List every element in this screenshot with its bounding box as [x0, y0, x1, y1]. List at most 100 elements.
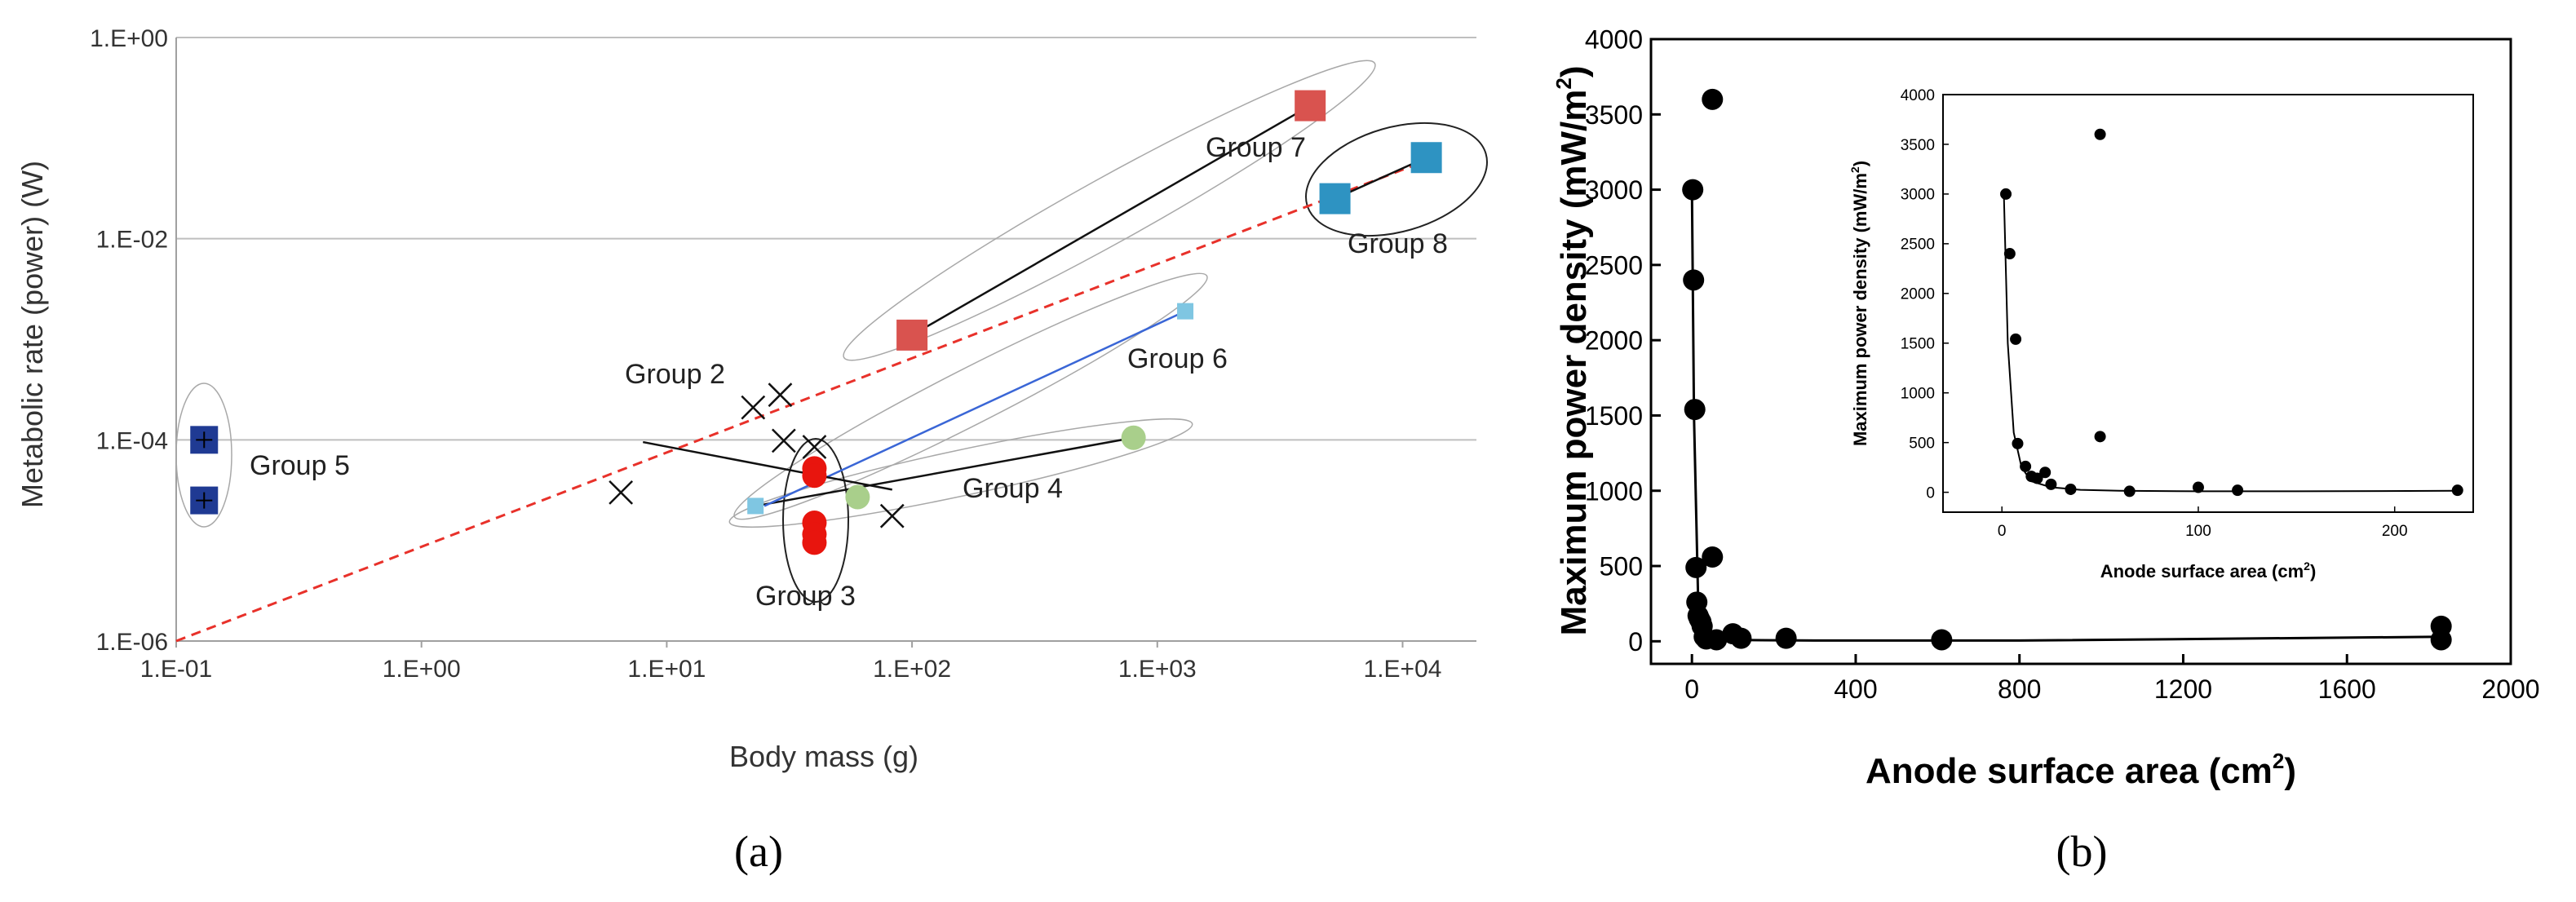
a-gridlines [176, 37, 1476, 642]
a-y-tick-label: 1.E-02 [96, 227, 168, 254]
a-group-labels: Group 7 Group 8 Group 2 Group 6 Group 5 … [250, 132, 1448, 612]
inset-point [2020, 460, 2032, 472]
inset-y-tick-label: 4000 [1901, 87, 1935, 104]
a-y-tick-label: 1.E-06 [96, 629, 168, 656]
inset-y-tick-label: 3500 [1901, 137, 1935, 154]
group3-ellipse [782, 438, 849, 603]
b-y-axis-title: Maximum power density (mW/m2) [1551, 65, 1594, 635]
b-point [1685, 556, 1707, 578]
b-plot-frame [1649, 38, 2512, 665]
b-y-tick-label: 500 [1600, 552, 1643, 581]
group8-label: Group 8 [1348, 228, 1448, 259]
b-y-tick-label: 1500 [1585, 401, 1643, 431]
b-x-tick-label: 2000 [2481, 674, 2539, 704]
inset-point [2003, 248, 2016, 260]
inset-point [2045, 478, 2057, 490]
inset-x-tick-label: 100 [2185, 523, 2211, 540]
a-x-tick-label: 1.E+03 [1118, 656, 1197, 683]
group2-point [771, 428, 796, 453]
inset-point [2012, 437, 2024, 449]
inset-y-tick-label: 2000 [1901, 286, 1935, 303]
group8-point [1319, 183, 1351, 214]
b-x-tick-label: 800 [1998, 674, 2041, 704]
b-ticks: 0 400 800 1200 1600 2000050010001500200025003… [1585, 25, 2540, 704]
inset-point [2010, 333, 2022, 345]
group6-point [747, 497, 764, 515]
group4-point [1121, 425, 1146, 450]
group2-point [768, 382, 793, 408]
group7-point [896, 319, 928, 351]
inset-y-tick-label: 1000 [1901, 386, 1935, 403]
group2-label: Group 2 [625, 359, 725, 390]
b-x-axis-title: Anode surface area (cm2) [1866, 749, 2296, 791]
a-x-tick-label: 1.E-01 [140, 656, 212, 683]
inset-point [2094, 431, 2106, 443]
group3-label: Group 3 [755, 581, 856, 612]
a-y-tick-label: 1.E-04 [96, 427, 168, 454]
b-x-tick-label: 400 [1834, 674, 1877, 704]
group4-fit-line [755, 436, 1134, 507]
group5-label: Group 5 [250, 450, 350, 481]
b-y-tick-label: 2000 [1585, 326, 1643, 356]
inset-point [2031, 472, 2043, 484]
b-point [1682, 179, 1704, 201]
b-point [1931, 629, 1953, 651]
b-y-tick-label: 2500 [1585, 250, 1643, 280]
group6-label: Group 6 [1127, 343, 1228, 374]
inset-point [2039, 466, 2052, 479]
inset-y-tick-label: 500 [1909, 436, 1935, 453]
group7-point [1295, 90, 1326, 122]
inset-y-tick-label: 0 [1926, 484, 1935, 502]
inset-point [2094, 128, 2106, 140]
group7-fit-line [911, 104, 1311, 336]
a-x-tick-label: 1.E+02 [873, 656, 951, 683]
b-point [1702, 546, 1724, 568]
group2-point [879, 503, 905, 528]
a-y-axis-title: Metabolic rate (power) (W) [15, 161, 49, 508]
a-data-points [190, 90, 1442, 555]
group3-point [802, 463, 827, 489]
a-reference-line [175, 164, 1414, 643]
inset-point [2451, 484, 2463, 497]
group4-ellipse [728, 418, 1193, 528]
b-y-tick-label: 0 [1628, 627, 1643, 657]
b-x-tick-label: 1200 [2154, 674, 2212, 704]
group7-label: Group 7 [1206, 132, 1306, 163]
group2-point [741, 395, 766, 420]
group4-point [845, 484, 870, 510]
b-y-tick-label: 4000 [1585, 25, 1643, 55]
group8-point [1410, 142, 1442, 174]
inset-y-tick-label: 3000 [1901, 187, 1935, 204]
a-x-tick-label: 1.E+04 [1364, 656, 1442, 683]
b-point [2430, 629, 2452, 651]
b-point [1684, 399, 1706, 421]
group6-fit-line [764, 310, 1186, 507]
b-point [1683, 269, 1705, 291]
b-x-tick-label: 0 [1684, 674, 1699, 704]
a-group-ellipses [175, 60, 1488, 603]
group3-point [802, 530, 827, 555]
group6-point [1177, 303, 1194, 320]
inset-plot-frame [1942, 94, 2474, 513]
group5-ellipse [175, 382, 232, 528]
inset-x-tick-label: 0 [1998, 523, 2007, 540]
group2-fit-line [643, 440, 892, 491]
b-y-tick-label: 3000 [1585, 175, 1643, 205]
a-y-tick-labels: 1.E-06 1.E-04 1.E-02 1.E+00 [90, 25, 168, 656]
b-point [1775, 627, 1797, 649]
inset-x-tick-label: 200 [2382, 523, 2408, 540]
b-y-tick-label: 1000 [1585, 476, 1643, 506]
a-x-tick-labels: 1.E-01 1.E+00 1.E+01 1.E+02 1.E+03 1.E+04 [140, 641, 1442, 683]
a-x-tick-label: 1.E+01 [627, 656, 706, 683]
b-y-tick-label: 3500 [1585, 100, 1643, 130]
b-point [1706, 629, 1728, 651]
b-inset-chart: 0 100 20005001000150020002500300035004000 … [1848, 87, 2474, 581]
inset-point [2192, 481, 2204, 493]
inset-point [2065, 483, 2077, 495]
panel-a-caption: (a) [734, 827, 783, 876]
a-y-tick-label: 1.E+00 [90, 25, 168, 52]
group2-point [609, 480, 634, 505]
inset-y-tick-label: 1500 [1901, 336, 1935, 353]
